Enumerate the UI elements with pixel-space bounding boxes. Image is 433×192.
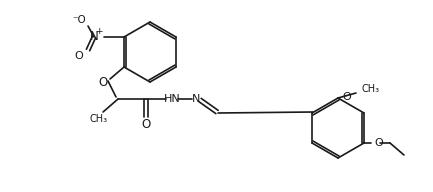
Text: CH₃: CH₃ <box>362 84 380 94</box>
Text: N: N <box>90 31 98 44</box>
Text: +: + <box>95 27 103 36</box>
Text: O: O <box>342 92 351 102</box>
Text: N: N <box>192 94 200 104</box>
Text: HN: HN <box>164 94 181 104</box>
Text: O: O <box>98 75 108 89</box>
Text: O: O <box>74 51 84 61</box>
Text: O: O <box>374 138 383 148</box>
Text: ⁻O: ⁻O <box>72 15 86 25</box>
Text: O: O <box>142 118 151 132</box>
Text: CH₃: CH₃ <box>90 114 108 124</box>
